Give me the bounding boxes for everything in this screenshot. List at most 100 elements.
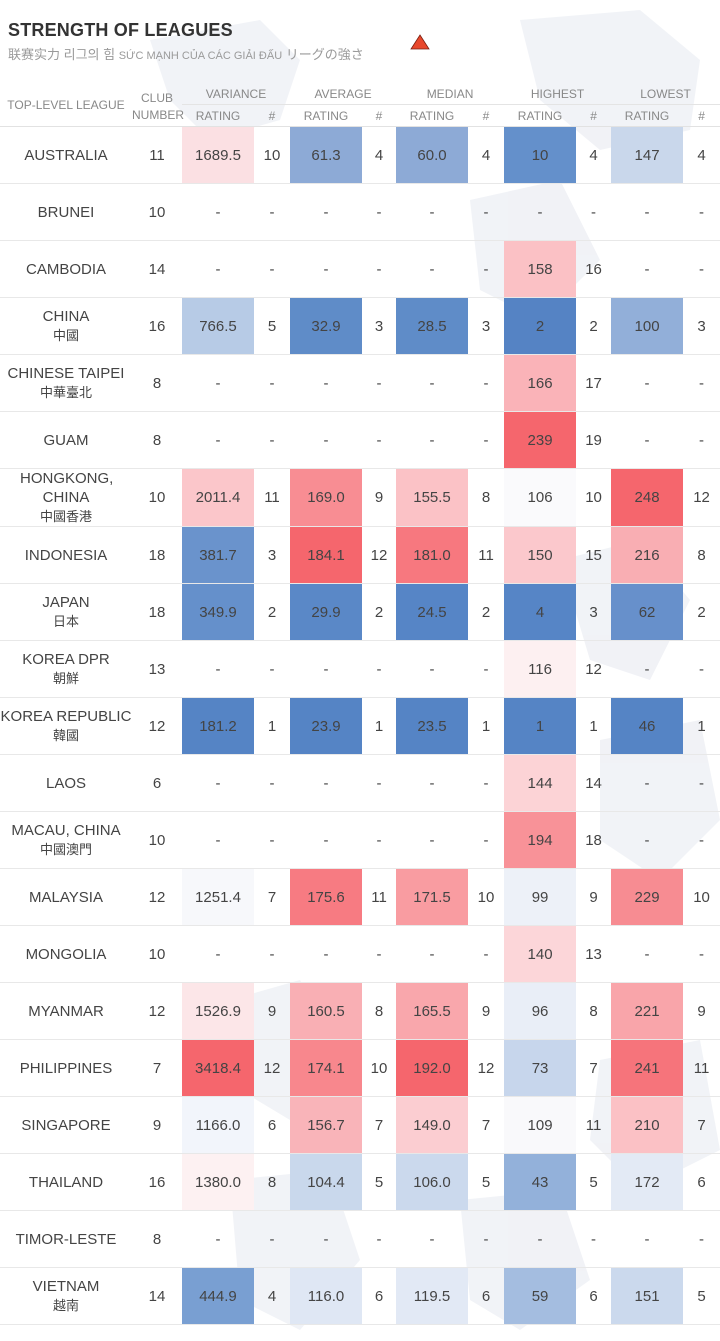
club-number-cell: 11 — [132, 126, 182, 184]
table-row[interactable]: CHINA 中國 16 766.5 5 32.9 3 28.5 3 2 2 100 3 — [0, 297, 720, 355]
average-rating-cell: 29.9 — [290, 583, 362, 641]
variance-rank-cell: 5 — [254, 297, 290, 355]
lowest-rating-cell: - — [611, 183, 684, 241]
median-rating-value: 28.5 — [396, 298, 469, 354]
lowest-rating-value: 147 — [611, 127, 684, 183]
table-row[interactable]: AUSTRALIA 11 1689.5 10 61.3 4 60.0 4 10 4 147 4 — [0, 126, 720, 184]
lowest-rating-value: - — [644, 774, 650, 792]
lowest-rating-value: 229 — [611, 869, 684, 925]
table-row[interactable]: VIETNAM 越南 14 444.9 4 116.0 6 119.5 6 59 6 151 5 — [0, 1267, 720, 1325]
table-row[interactable]: MACAU, CHINA 中國澳門 10- - - - - -194 18- - — [0, 811, 720, 869]
club-number-cell: 14 — [132, 240, 182, 298]
average-rating-value: 169.0 — [290, 469, 362, 526]
league-name: KOREA DPR — [22, 651, 110, 668]
table-row[interactable]: CHINESE TAIPEI 中華臺北 8- - - - - -166 17- - — [0, 354, 720, 412]
warning-triangle-icon[interactable] — [410, 34, 430, 50]
variance-rating-cell: 181.2 — [182, 697, 254, 755]
highest-rank-cell: 13 — [576, 925, 612, 983]
column-header-club-line2[interactable]: NUMBER — [132, 104, 184, 127]
average-rank-cell: 1 — [362, 697, 397, 755]
variance-rating-cell: - — [182, 640, 254, 698]
column-header-average-rating[interactable]: RATING — [290, 104, 362, 127]
median-rating-cell: 119.5 — [396, 1267, 469, 1325]
median-rank-cell: 7 — [468, 1096, 505, 1154]
lowest-rank-cell: 11 — [683, 1039, 720, 1097]
table-row[interactable]: THAILAND 16 1380.0 8 104.4 5 106.0 5 43 5 172 6 — [0, 1153, 720, 1211]
table-row[interactable]: MALAYSIA 12 1251.4 7 175.6 11 171.5 10 99 9 229 10 — [0, 868, 720, 926]
league-name: CAMBODIA — [25, 260, 106, 278]
variance-rating-cell: 381.7 — [182, 526, 254, 584]
league-name: JAPAN — [42, 594, 90, 611]
column-header-average-rank[interactable]: # — [362, 104, 397, 127]
variance-rank-cell: - — [254, 1210, 290, 1268]
table-row[interactable]: JAPAN 日本 18 349.9 2 29.9 2 24.5 2 4 3 62 2 — [0, 583, 720, 641]
lowest-rating-cell: 229 — [611, 868, 684, 926]
column-header-variance-rating[interactable]: RATING — [182, 104, 254, 127]
average-rating-cell: 61.3 — [290, 126, 362, 184]
column-header-league[interactable]: TOP-LEVEL LEAGUE — [0, 84, 132, 127]
club-number-cell: 10 — [132, 811, 182, 869]
median-rank-cell: 12 — [468, 1039, 505, 1097]
league-name-cell: MACAU, CHINA 中國澳門 — [0, 811, 132, 869]
league-name-cell: CHINA 中國 — [0, 297, 132, 355]
column-header-highest-rank[interactable]: # — [576, 104, 612, 127]
lowest-rank-cell: 6 — [683, 1153, 720, 1211]
table-row[interactable]: BRUNEI 10 - - - - - - - - - - — [0, 183, 720, 241]
club-number-cell: 12 — [132, 868, 182, 926]
average-rating-cell: 184.1 — [290, 526, 362, 584]
table-row[interactable]: LAOS 6- - - - - -144 14- - — [0, 754, 720, 812]
club-number-cell: 12 — [132, 697, 182, 755]
column-header-lowest-rank[interactable]: # — [683, 104, 720, 127]
highest-rating-cell: 194 — [504, 811, 577, 869]
average-rank-cell: 2 — [362, 583, 397, 641]
table-row[interactable]: TIMOR-LESTE 8 - - - - - - - - - - — [0, 1210, 720, 1268]
table-row[interactable]: KOREA REPUBLIC 韓國 12 181.2 1 23.9 1 23.5 1 1 1 46 1 — [0, 697, 720, 755]
variance-rating-value: 2011.4 — [182, 469, 254, 526]
median-rating-value: - — [429, 260, 435, 278]
variance-rating-value: - — [215, 203, 221, 221]
average-rating-value: 61.3 — [290, 127, 362, 183]
median-rating-value: 181.0 — [396, 527, 469, 583]
variance-rating-value: 349.9 — [182, 584, 254, 640]
lowest-rating-value: - — [644, 260, 650, 278]
lowest-rating-value: - — [644, 660, 650, 678]
club-number-cell: 6 — [132, 754, 182, 812]
column-header-median-rating[interactable]: RATING — [396, 104, 469, 127]
table-row[interactable]: GUAM 8- - - - - -239 19- - — [0, 411, 720, 469]
table-row[interactable]: INDONESIA 18 381.7 3 184.1 12 181.0 11 150 15 216 8 — [0, 526, 720, 584]
column-header-median-rank[interactable]: # — [468, 104, 505, 127]
lowest-rating-value: 216 — [611, 527, 684, 583]
table-row[interactable]: SINGAPORE 9 1166.0 6 156.7 7 149.0 7 109 11 210 7 — [0, 1096, 720, 1154]
variance-rating-cell: 2011.4 — [182, 468, 254, 527]
table-row[interactable]: PHILIPPINES 7 3418.4 12 174.1 10 192.0 12 73 7 241… — [0, 1039, 720, 1097]
table-row[interactable]: KOREA DPR 朝鮮 13- - - - - -116 12- - — [0, 640, 720, 698]
club-number-cell: 8 — [132, 354, 182, 412]
table-row[interactable]: MYANMAR 12 1526.9 9 160.5 8 165.5 9 96 8 221 9 — [0, 982, 720, 1040]
variance-rating-cell: 1251.4 — [182, 868, 254, 926]
median-rank-cell: 10 — [468, 868, 505, 926]
variance-rank-cell: 1 — [254, 697, 290, 755]
variance-rank-cell: 7 — [254, 868, 290, 926]
column-header-variance-rank[interactable]: # — [254, 104, 290, 127]
average-rating-cell: - — [290, 754, 362, 812]
highest-rating-cell: 166 — [504, 354, 577, 412]
column-header-highest-rating[interactable]: RATING — [504, 104, 577, 127]
leagues-table: TOP-LEVEL LEAGUE CLUB VARIANCE AVERAGE M… — [0, 84, 720, 1325]
lowest-rating-cell: 216 — [611, 526, 684, 584]
table-row[interactable]: MONGOLIA 10- - - - - -140 13- - — [0, 925, 720, 983]
median-rating-value: 119.5 — [396, 1268, 469, 1324]
column-header-club-line1[interactable]: CLUB — [140, 90, 173, 105]
column-header-lowest-rating[interactable]: RATING — [611, 104, 684, 127]
club-number-cell: 18 — [132, 583, 182, 641]
league-name-cjk: 中國 — [52, 328, 79, 343]
table-row[interactable]: HONGKONG, CHINA 中國香港 10 2011.4 11 169.0 9 155.5… — [0, 468, 720, 527]
league-name: MONGOLIA — [25, 945, 107, 963]
page-title: STRENGTH OF LEAGUES — [8, 20, 233, 40]
table-row[interactable]: CAMBODIA 14- - - - - -158 16- - — [0, 240, 720, 298]
club-number-cell: 10 — [132, 925, 182, 983]
average-rating-value: - — [323, 203, 329, 221]
league-name-cjk: 韓國 — [52, 728, 79, 743]
median-rank-cell: 5 — [468, 1153, 505, 1211]
median-rating-cell: - — [396, 754, 469, 812]
highest-rating-value: 73 — [504, 1040, 577, 1096]
